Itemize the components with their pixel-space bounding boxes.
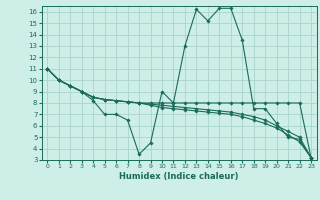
X-axis label: Humidex (Indice chaleur): Humidex (Indice chaleur) — [119, 172, 239, 181]
